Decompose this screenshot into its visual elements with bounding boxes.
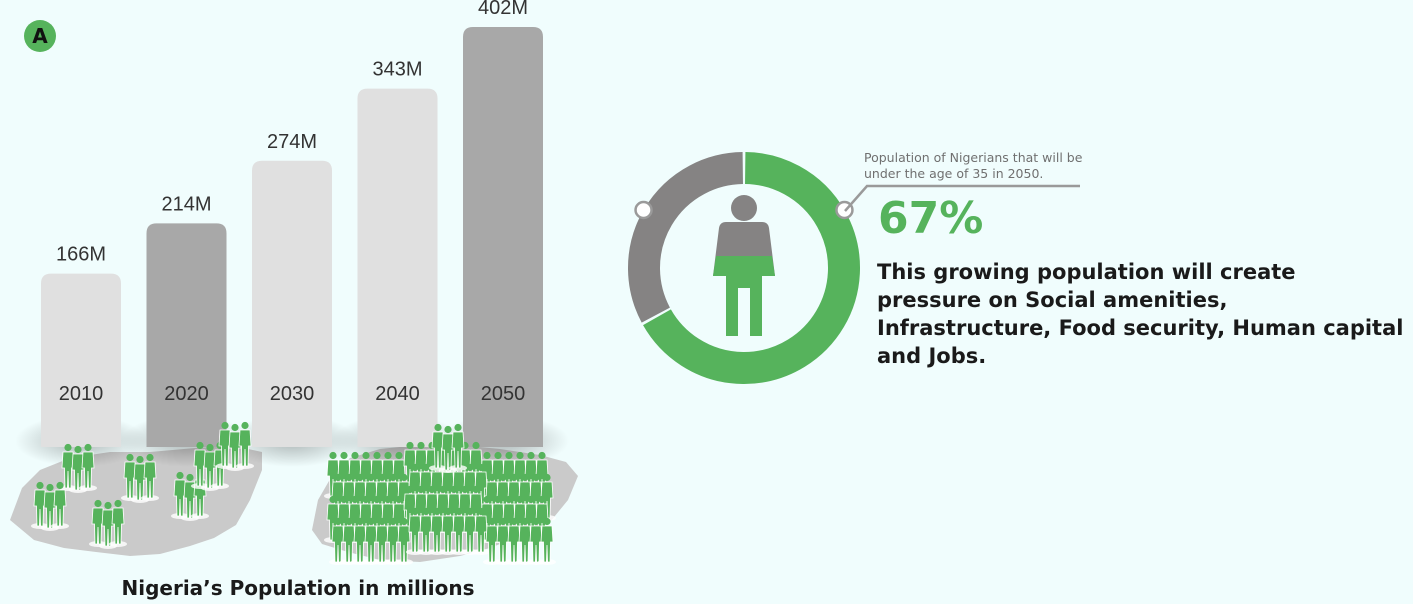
bar (146, 223, 227, 447)
bar-category-label: 2030 (270, 383, 315, 405)
panel-badge: A (24, 20, 56, 52)
bars: 166M 2010 214M 2020 274M 2030 343M 2040 402M 2050 (41, 0, 543, 447)
bar-category-label: 2040 (375, 383, 420, 405)
bar-value-label: 402M (478, 0, 528, 19)
donut-rest-arc (628, 152, 744, 323)
bar (463, 27, 543, 447)
people-crowd-illustration (31, 421, 556, 565)
bar-category-label: 2050 (481, 383, 526, 405)
person-figure (181, 473, 199, 521)
youth-percentage: 67% (878, 193, 984, 244)
pressure-statement: This growing population will create pres… (877, 260, 1404, 368)
donut-callout-text: Population of Nigerians that will be und… (864, 150, 1083, 181)
bar (41, 273, 121, 447)
bar-category-label: 2020 (164, 383, 209, 405)
bar-value-label: 166M (56, 244, 106, 266)
person-figure (121, 453, 139, 501)
bar-value-label: 343M (372, 59, 422, 81)
bar-value-label: 214M (161, 193, 211, 215)
person-figure (538, 517, 556, 565)
person-figure (51, 481, 69, 529)
bar-category-label: 2010 (59, 383, 104, 405)
donut-marker (835, 200, 854, 220)
person-figure (417, 507, 435, 555)
person-figure (236, 421, 254, 469)
bar-value-label: 274M (267, 131, 317, 153)
person-figure (141, 453, 159, 501)
bar (357, 88, 438, 447)
person-figure (461, 507, 479, 555)
person-figure (483, 517, 501, 565)
bar (252, 160, 332, 447)
person-figure (79, 443, 97, 491)
population-bar-chart: 166M 2010 214M 2020 274M 2030 343M 2040 402M 2050 (10, 0, 578, 565)
person-figure (449, 423, 467, 471)
person-figure (109, 499, 127, 547)
donut-ring (628, 152, 860, 384)
person-icon (713, 195, 775, 336)
donut-share-arc (643, 152, 860, 384)
donut-marker (634, 200, 653, 220)
chart-title: Nigeria’s Population in millions (121, 576, 475, 600)
person-figure (472, 507, 490, 555)
